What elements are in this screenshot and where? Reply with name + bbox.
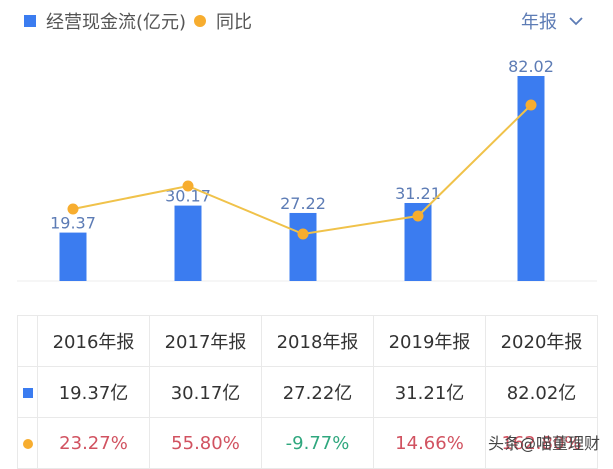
line-point [297,228,309,240]
legend-bar-label: 经营现金流(亿元) [46,12,187,33]
table-cell: -9.77% [261,417,374,469]
table-cell: 30.17亿 [149,366,262,418]
bar-value-label: 82.02 [508,57,554,76]
data-table: 2016年报 2017年报 2018年报 2019年报 2020年报 19.37… [17,315,598,469]
table-header: 2019年报 [373,315,486,367]
bar [59,232,87,281]
table-header: 2017年报 [149,315,262,367]
watermark: 头条@喵董理财 [488,434,601,453]
table-cell: 162.80% [485,417,598,469]
chart-legend: 经营现金流(亿元) 同比 [24,8,252,34]
bar-value-label: 31.21 [395,184,441,203]
line-point [412,210,424,222]
table-cell: 82.02亿 [485,366,598,418]
table-cell: 19.37亿 [37,366,150,418]
table-cell: 31.21亿 [373,366,486,418]
bar-series-swatch-icon [24,15,36,27]
period-selector-label: 年报 [521,12,557,33]
line-series-dot-icon [194,15,207,27]
table-cell: 14.66% [373,417,486,469]
table-row-cash-flow: 19.37亿 30.17亿 27.22亿 31.21亿 82.02亿 [17,366,598,418]
table-cell: 23.27% [37,417,150,469]
line-point [67,203,79,215]
bar-series-swatch-icon [22,387,33,398]
chevron-down-icon [569,16,583,25]
table-row-yoy: 23.27% 55.80% -9.77% 14.66% 162.80% [17,417,598,469]
table-cell: 55.80% [149,417,262,469]
bar [289,212,317,281]
table-header: 2016年报 [37,315,150,367]
line-point [525,99,537,111]
period-selector[interactable]: 年报 [521,8,583,34]
table-header: 2020年报 [485,315,598,367]
bar-value-label: 19.37 [50,214,96,233]
table-header-row: 2016年报 2017年报 2018年报 2019年报 2020年报 [17,315,598,367]
bar [174,205,202,281]
line-series-dot-icon [22,438,33,449]
table-cell: 27.22亿 [261,366,374,418]
legend-line-label: 同比 [216,12,253,33]
line-series [67,99,537,240]
bar-value-label: 27.22 [280,194,326,213]
line-point [182,180,194,192]
table-header: 2018年报 [261,315,374,367]
